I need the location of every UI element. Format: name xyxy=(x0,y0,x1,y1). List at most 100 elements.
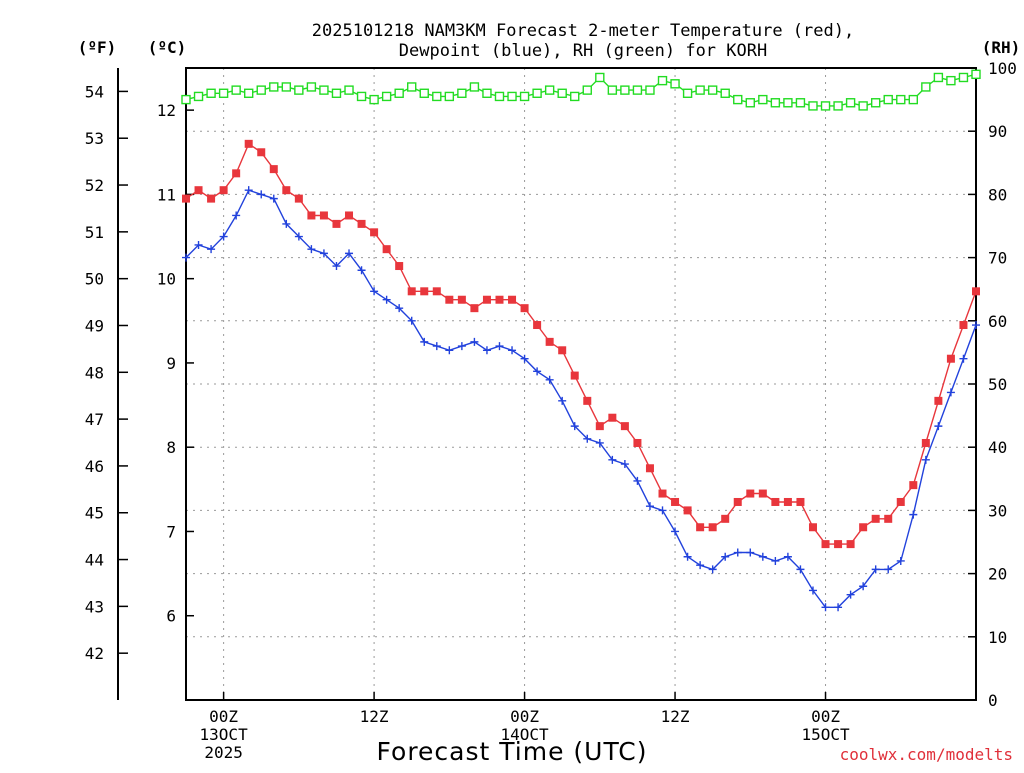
temperature-point xyxy=(182,194,190,203)
rh-point xyxy=(858,101,868,111)
rh-point xyxy=(933,72,944,83)
dewpoint-point xyxy=(721,552,730,561)
temperature-point xyxy=(319,211,328,220)
temperature-point xyxy=(884,514,893,523)
x-axis-title: Forecast Time (UTC) xyxy=(377,737,648,766)
dewpoint-point xyxy=(382,295,391,304)
rh-point xyxy=(620,85,630,95)
dewpoint-point xyxy=(520,354,529,363)
x-tick-label: 14OCT xyxy=(500,725,549,744)
rh-point xyxy=(833,101,843,111)
temperature-point xyxy=(909,481,918,490)
temperature-point xyxy=(482,295,491,304)
temperature-point xyxy=(921,438,930,447)
x-tick-label: 13OCT xyxy=(200,725,249,744)
temperature-point xyxy=(645,464,654,473)
temperature-point xyxy=(282,186,291,195)
series-line-temperature xyxy=(185,142,977,545)
rh-point xyxy=(356,91,367,102)
dewpoint-point xyxy=(946,388,955,397)
dewpoint-point xyxy=(821,603,830,612)
rh-point xyxy=(394,88,404,98)
temperature-point xyxy=(294,194,303,203)
rh-tick-label: 20 xyxy=(988,565,1007,584)
dewpoint-point xyxy=(319,249,328,258)
dewpoint-point xyxy=(896,556,905,565)
credit-link[interactable]: coolwx.com/modelts xyxy=(840,745,1013,764)
rh-point xyxy=(695,85,705,95)
temperature-point xyxy=(633,438,642,447)
dewpoint-point xyxy=(558,396,567,405)
fahrenheit-tick-label: 43 xyxy=(85,597,104,616)
rh-point xyxy=(494,91,505,102)
dewpoint-point xyxy=(834,603,843,612)
rh-point xyxy=(745,98,755,108)
x-tick-label: 12Z xyxy=(661,707,690,726)
dewpoint-point xyxy=(370,287,379,296)
series-line-dewpoint xyxy=(185,189,977,608)
temperature-point xyxy=(432,287,441,296)
series-dewpoint xyxy=(182,186,980,612)
temperature-point xyxy=(583,396,592,405)
temperature-point xyxy=(959,321,968,330)
rh-point xyxy=(243,88,254,98)
rh-point xyxy=(519,91,530,102)
temperature-point xyxy=(683,506,692,515)
dewpoint-point xyxy=(708,565,717,574)
dewpoint-point xyxy=(595,438,604,447)
dewpoint-point xyxy=(194,240,203,249)
dewpoint-point xyxy=(445,346,454,355)
rh-point xyxy=(369,94,379,105)
rh-tick-label: 70 xyxy=(988,249,1007,268)
dewpoint-point xyxy=(307,245,316,254)
rh-point xyxy=(820,101,831,111)
temperature-point xyxy=(382,245,391,254)
dewpoint-point xyxy=(570,422,579,431)
rh-point xyxy=(444,91,455,102)
rh-point xyxy=(419,88,429,98)
temperature-point xyxy=(771,497,780,506)
x-tick-label: 2025 xyxy=(204,743,243,762)
x-tick-label: 00Z xyxy=(510,707,539,726)
rh-point xyxy=(319,85,329,95)
temperature-point xyxy=(946,354,955,363)
rh-tick-label: 0 xyxy=(988,691,998,710)
celsius-ticks: 6 7 8 9 10 11 12 xyxy=(157,101,194,626)
temperature-point xyxy=(620,422,629,431)
celsius-tick-label: 9 xyxy=(166,354,176,373)
rh-point xyxy=(883,94,893,105)
rh-point xyxy=(582,85,592,95)
dewpoint-point xyxy=(545,375,554,384)
rh-point xyxy=(720,88,730,98)
rh-point xyxy=(758,94,768,105)
dewpoint-point xyxy=(244,186,253,195)
fahrenheit-ticks: 42 43 44 45 46 47 48 49 50 51 52 53 54 xyxy=(85,82,128,663)
dewpoint-point xyxy=(357,266,366,275)
rh-point xyxy=(908,94,919,105)
temperature-point xyxy=(972,287,980,296)
temperature-point xyxy=(570,371,579,380)
rh-point xyxy=(808,101,818,111)
rh-point xyxy=(707,85,718,95)
fahrenheit-tick-label: 42 xyxy=(85,644,104,663)
plot-frame xyxy=(185,67,977,701)
dewpoint-point xyxy=(508,346,517,355)
rh-tick-label: 50 xyxy=(988,375,1007,394)
temperature-point xyxy=(194,186,203,195)
rh-point xyxy=(432,91,442,102)
rh-point xyxy=(482,88,492,98)
chart-title-line-1: 2025101218 NAM3KM Forecast 2-meter Tempe… xyxy=(312,21,854,41)
x-tick-label: 15OCT xyxy=(801,725,850,744)
temperature-point xyxy=(207,194,216,203)
temperature-point xyxy=(257,148,266,157)
temperature-point xyxy=(746,489,755,498)
rh-point xyxy=(845,98,856,108)
dewpoint-point xyxy=(658,506,667,515)
temperature-point xyxy=(470,304,479,313)
temperature-point xyxy=(357,219,366,228)
rh-point xyxy=(306,82,317,92)
dewpoint-point xyxy=(733,548,742,557)
dewpoint-point xyxy=(846,590,855,599)
